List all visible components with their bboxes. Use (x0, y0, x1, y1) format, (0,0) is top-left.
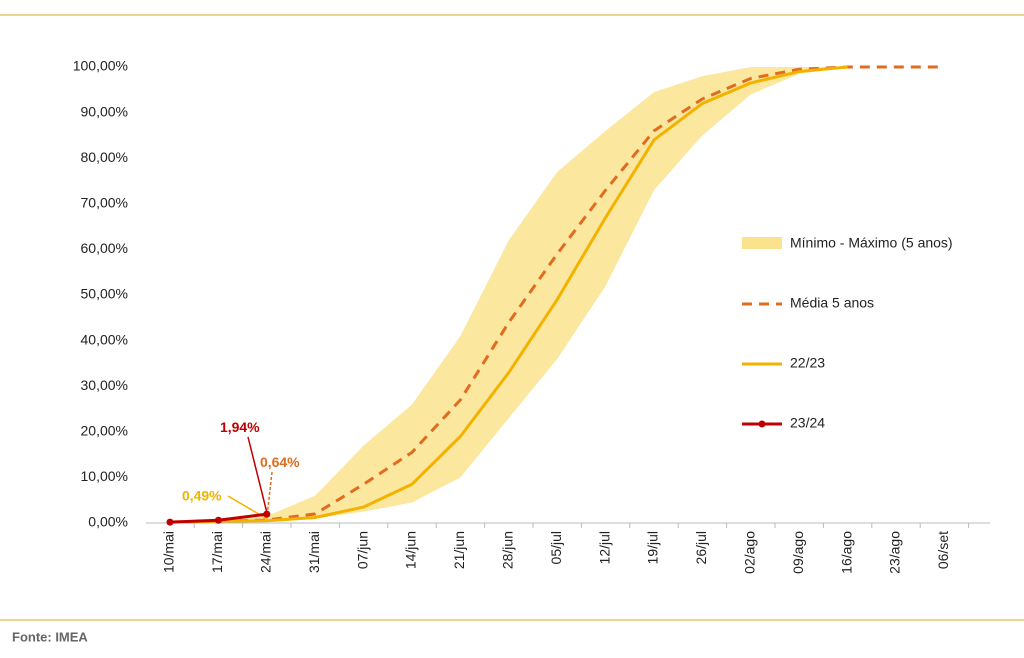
y-tick-label: 80,00% (81, 149, 128, 165)
x-tick-label: 10/mai (161, 531, 177, 573)
legend-label: Média 5 anos (790, 295, 874, 311)
legend-swatch (742, 237, 782, 249)
y-tick-label: 90,00% (81, 103, 128, 119)
value-label: 0,64% (260, 454, 300, 470)
x-tick-label: 14/jun (403, 531, 419, 569)
x-tick-label: 02/ago (742, 531, 758, 574)
x-tick-label: 12/jul (596, 531, 612, 564)
x-tick-label: 16/ago (838, 531, 854, 574)
legend-label: Mínimo - Máximo (5 anos) (790, 235, 953, 251)
x-tick-label: 07/jun (354, 531, 370, 569)
value-label: 0,49% (182, 487, 222, 503)
legend-marker (758, 420, 766, 428)
point (263, 510, 271, 518)
legend-label: 22/23 (790, 355, 825, 371)
y-tick-label: 70,00% (81, 195, 128, 211)
x-tick-label: 05/jul (548, 531, 564, 564)
x-tick-label: 17/mai (209, 531, 225, 573)
x-tick-label: 09/ago (790, 531, 806, 574)
range-band (170, 67, 848, 523)
x-tick-label: 06/set (935, 531, 951, 569)
x-tick-label: 21/jun (451, 531, 467, 569)
y-tick-label: 20,00% (81, 423, 128, 439)
x-tick-label: 23/ago (887, 531, 903, 574)
x-tick-label: 28/jun (500, 531, 516, 569)
x-tick-label: 26/jul (693, 531, 709, 564)
point (214, 516, 222, 524)
y-tick-label: 60,00% (81, 240, 128, 256)
source: Fonte: IMEA (12, 629, 88, 644)
y-tick-label: 0,00% (88, 514, 128, 530)
legend-label: 23/24 (790, 415, 825, 431)
value-label: 1,94% (220, 419, 260, 435)
point (166, 518, 174, 526)
label-leader (247, 436, 268, 513)
series-line (169, 65, 945, 524)
label-leader (266, 471, 273, 519)
x-tick-label: 19/jul (645, 531, 661, 564)
y-tick-label: 50,00% (81, 286, 128, 302)
x-tick-label: 24/mai (258, 531, 274, 573)
y-tick-label: 100,00% (73, 58, 128, 74)
x-tick-label: 31/mai (306, 531, 322, 573)
y-tick-label: 30,00% (81, 377, 128, 393)
y-tick-label: 10,00% (81, 468, 128, 484)
y-tick-label: 40,00% (81, 331, 128, 347)
series-line (169, 65, 848, 524)
